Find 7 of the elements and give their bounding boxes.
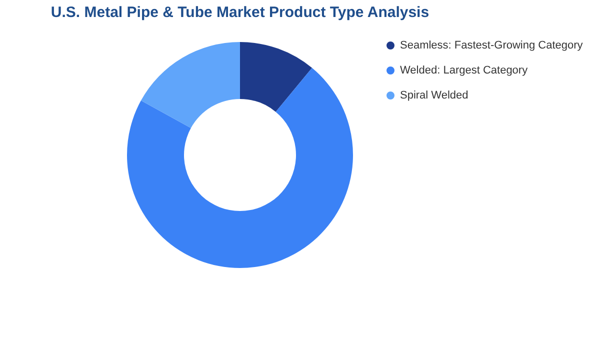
chart-title: U.S. Metal Pipe & Tube Market Product Type Analysis (50, 4, 430, 21)
donut-slice (140, 42, 240, 128)
legend-label: Spiral Welded (400, 90, 468, 102)
donut-slice (127, 68, 353, 268)
donut-slice (240, 42, 312, 112)
legend-label: Welded: Largest Category (400, 64, 528, 76)
legend-label: Seamless: Fastest-Growing Category (400, 40, 584, 52)
